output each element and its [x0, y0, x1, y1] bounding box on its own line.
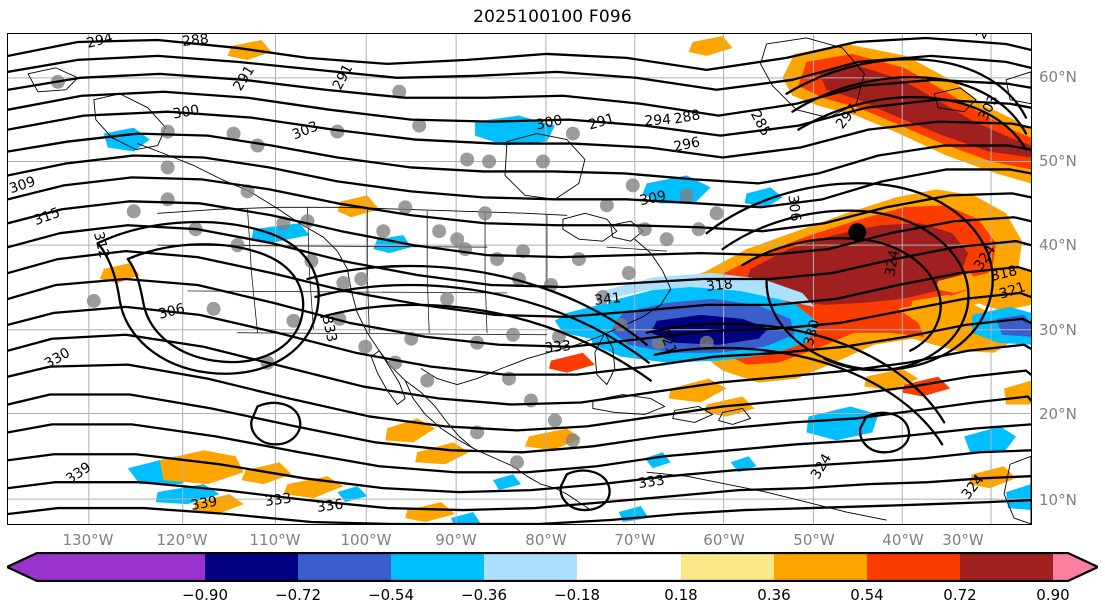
- svg-text:296: 296: [672, 134, 701, 155]
- svg-text:330: 330: [801, 318, 824, 348]
- lon-tick-60w: 60°W: [703, 531, 745, 549]
- svg-text:324: 324: [882, 249, 902, 278]
- colorbar-under-arrow: [7, 553, 37, 581]
- lat-tick-50n: 50°N: [1039, 152, 1077, 170]
- map-gridlines: [8, 34, 1031, 524]
- colorbar-seg-10: [1053, 553, 1068, 581]
- svg-text:318: 318: [989, 263, 1019, 285]
- colorbar-seg-2: [298, 553, 391, 581]
- svg-text:312: 312: [90, 230, 112, 260]
- cbar-tick-label-2: −0.54: [368, 586, 414, 604]
- colorbar-seg-5: [577, 553, 681, 581]
- cyclone-center-marker[interactable]: [848, 223, 867, 242]
- svg-text:333: 333: [264, 491, 293, 511]
- svg-text:294: 294: [644, 112, 672, 130]
- svg-text:300: 300: [172, 102, 201, 122]
- lon-tick-110w: 110°W: [249, 531, 301, 549]
- map-canvas: 294 288 291 291 300 303 300 291 288 285 …: [8, 34, 1031, 524]
- thickness-contours: [8, 36, 1031, 524]
- svg-text:306: 306: [157, 301, 187, 323]
- lon-tick-90w: 90°W: [435, 531, 477, 549]
- colorbar-seg-9: [960, 553, 1053, 581]
- svg-text:300: 300: [534, 112, 563, 133]
- cbar-tick-label-3: −0.36: [461, 586, 507, 604]
- svg-text:324: 324: [808, 451, 835, 482]
- lat-tick-20n: 20°N: [1039, 405, 1077, 423]
- cbar-tick-label-7: 0.54: [850, 586, 884, 604]
- svg-text:291: 291: [973, 34, 998, 42]
- svg-text:291: 291: [230, 63, 258, 94]
- svg-text:333: 333: [318, 314, 339, 343]
- svg-text:309: 309: [638, 188, 667, 209]
- cbar-tick-label-8: 0.72: [943, 586, 977, 604]
- map-plot-area[interactable]: 294 288 291 291 300 303 300 291 288 285 …: [7, 33, 1032, 525]
- lon-tick-120w: 120°W: [156, 531, 208, 549]
- svg-text:321: 321: [997, 279, 1027, 302]
- svg-text:291: 291: [587, 111, 617, 134]
- svg-text:333: 333: [544, 338, 572, 357]
- lon-tick-50w: 50°W: [793, 531, 835, 549]
- cbar-tick-label-4: −0.18: [554, 586, 600, 604]
- colorbar-seg-7: [774, 553, 867, 581]
- lon-tick-80w: 80°W: [525, 531, 567, 549]
- svg-text:288: 288: [673, 107, 702, 127]
- lon-tick-70w: 70°W: [614, 531, 656, 549]
- cbar-tick-label-5: 0.18: [664, 586, 698, 604]
- lat-tick-10n: 10°N: [1039, 491, 1077, 509]
- svg-text:285: 285: [747, 108, 774, 139]
- colorbar-outline: [7, 552, 1098, 582]
- colorbar-seg-6: [681, 553, 774, 581]
- colorbar-seg-0: [37, 553, 205, 581]
- colorbar-seg-1: [205, 553, 298, 581]
- colorbar-seg-4: [484, 553, 577, 581]
- colorbar-over-arrow: [1068, 553, 1098, 581]
- cbar-tick-label-0: −0.90: [182, 586, 228, 604]
- colorbar-canvas: [7, 552, 1098, 582]
- svg-text:315: 315: [32, 205, 63, 229]
- svg-text:309: 309: [8, 174, 38, 197]
- svg-text:339: 339: [190, 494, 219, 514]
- lon-tick-30w: 30°W: [942, 531, 984, 549]
- station-dot-markers: [50, 74, 724, 470]
- svg-text:341: 341: [594, 290, 622, 309]
- svg-text:318: 318: [705, 276, 733, 295]
- cbar-tick-label-6: 0.36: [757, 586, 791, 604]
- svg-text:294: 294: [85, 34, 115, 52]
- contour-labels: 294 288 291 291 300 303 300 291 288 285 …: [8, 34, 1028, 516]
- lon-tick-100w: 100°W: [340, 531, 392, 549]
- svg-text:288: 288: [181, 34, 209, 50]
- lat-tick-40n: 40°N: [1039, 236, 1077, 254]
- lon-tick-40w: 40°W: [882, 531, 924, 549]
- lon-tick-130w: 130°W: [62, 531, 114, 549]
- svg-text:336: 336: [316, 496, 345, 516]
- cbar-tick-label-1: −0.72: [275, 586, 321, 604]
- lat-tick-60n: 60°N: [1039, 68, 1077, 86]
- lat-tick-30n: 30°N: [1039, 321, 1077, 339]
- page-title: 2025100100 F096: [473, 7, 632, 27]
- svg-text:330: 330: [42, 345, 73, 372]
- svg-text:306: 306: [784, 194, 803, 222]
- colorbar-seg-3: [391, 553, 484, 581]
- cbar-tick-label-9: 0.90: [1036, 586, 1070, 604]
- svg-text:333: 333: [637, 473, 666, 493]
- svg-text:303: 303: [290, 118, 321, 143]
- svg-text:291: 291: [330, 62, 357, 93]
- colorbar-seg-8: [867, 553, 960, 581]
- colorbar[interactable]: [7, 552, 1098, 582]
